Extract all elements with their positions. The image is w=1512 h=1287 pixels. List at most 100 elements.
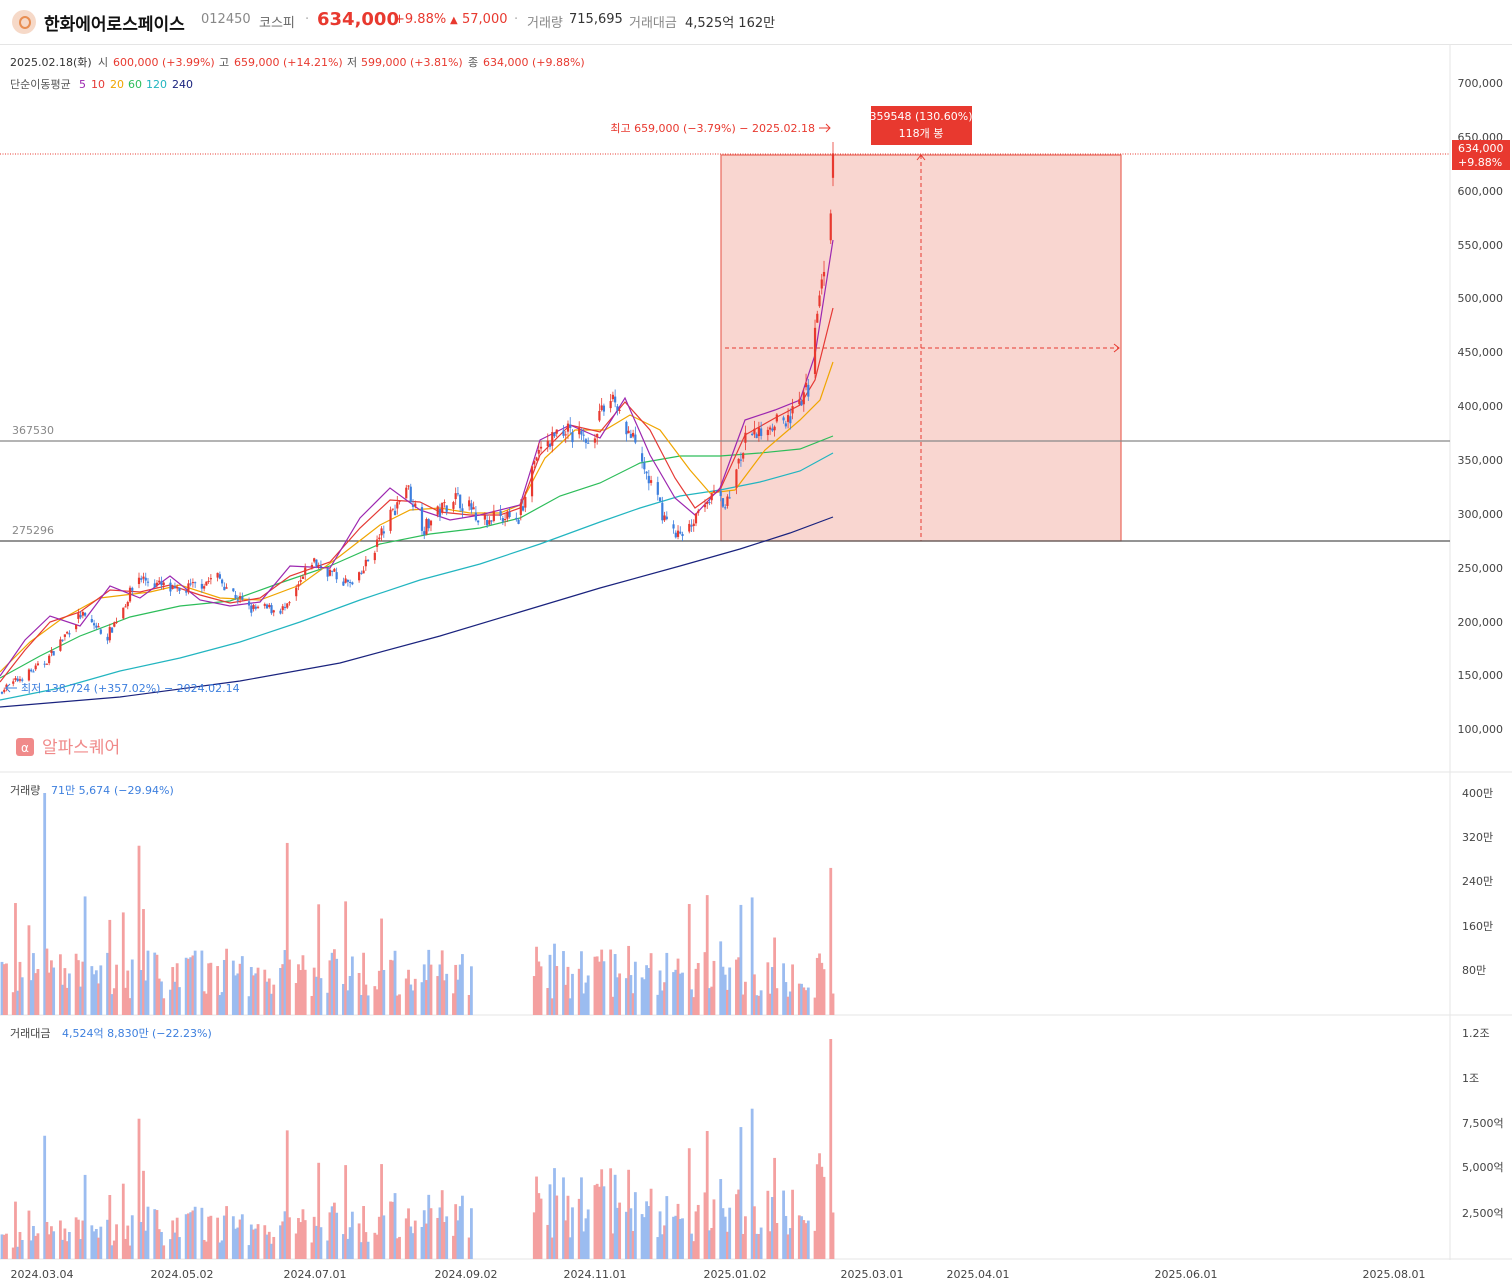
volume-bar xyxy=(429,964,433,1015)
candle-body xyxy=(407,485,410,487)
candle-body xyxy=(640,453,644,462)
candle-body xyxy=(519,503,522,515)
candle-body xyxy=(822,271,826,277)
volume-bar xyxy=(786,996,790,1015)
candle-body xyxy=(737,458,740,464)
candle-body xyxy=(405,487,408,499)
volume-bar xyxy=(759,990,763,1015)
candle-body xyxy=(427,519,430,529)
volume-bar xyxy=(750,897,754,1015)
candle-body xyxy=(429,520,433,526)
volume-bar xyxy=(757,995,761,1015)
amount-bar xyxy=(63,1228,67,1259)
volume-bar xyxy=(299,970,303,1015)
amount-bar xyxy=(202,1239,206,1259)
volume-bars xyxy=(0,793,835,1015)
volume-bar xyxy=(193,950,197,1015)
amount-bar xyxy=(739,1127,743,1259)
amount-bar xyxy=(802,1220,806,1259)
candlestick-series xyxy=(0,141,835,695)
volume-bar xyxy=(52,967,56,1015)
volume-bar xyxy=(187,958,190,1015)
candle-body xyxy=(569,424,572,428)
ma-legend-240[interactable]: 240 xyxy=(172,78,193,91)
volume-bar xyxy=(380,918,383,1015)
candle-body xyxy=(34,665,37,670)
candle-body xyxy=(829,213,832,241)
volume-bar xyxy=(629,975,633,1015)
volume-bar xyxy=(768,993,772,1015)
candle-body xyxy=(533,461,536,465)
candle-body xyxy=(393,510,397,516)
price-tick: 350,000 xyxy=(1458,454,1504,467)
amount-bar xyxy=(411,1233,415,1259)
amount-bar xyxy=(220,1240,224,1259)
amount-bar xyxy=(458,1206,462,1259)
price-tick: 100,000 xyxy=(1458,723,1504,736)
volume-bar xyxy=(341,983,345,1015)
volume-bar xyxy=(61,984,65,1015)
current-price: 634,000 xyxy=(317,9,399,30)
candle-body xyxy=(95,625,98,628)
ma-legend-60[interactable]: 60 xyxy=(128,78,142,91)
candle-body xyxy=(115,622,118,624)
amount-bar xyxy=(36,1233,40,1259)
volume-bar xyxy=(467,994,471,1015)
candle-body xyxy=(238,596,242,599)
candle-body xyxy=(537,449,540,454)
volume-bar xyxy=(647,967,651,1015)
candle-body xyxy=(548,443,552,447)
candle-body xyxy=(232,588,235,592)
ma-legend-10[interactable]: 10 xyxy=(91,78,105,91)
candle-body xyxy=(375,539,379,547)
candle-body xyxy=(110,627,114,633)
candle-body xyxy=(438,508,442,517)
amount-bar xyxy=(155,1210,159,1259)
amount-bar xyxy=(187,1213,190,1259)
amount-label: 거래대금 xyxy=(629,16,677,31)
candle-body xyxy=(191,582,195,584)
candle-body xyxy=(688,523,691,532)
stock-name[interactable]: 한화에어로스페이스 xyxy=(44,15,185,35)
volume-bar xyxy=(110,994,114,1015)
ma-legend-120[interactable]: 120 xyxy=(146,78,167,91)
candle-body xyxy=(627,430,630,434)
ma-120-line xyxy=(0,452,834,701)
candle-body xyxy=(706,501,709,505)
candle-body xyxy=(584,439,588,443)
amount-bar xyxy=(382,1215,386,1259)
min-arrow-icon xyxy=(5,683,17,693)
volume-bar xyxy=(456,979,460,1015)
volume-bar xyxy=(20,977,24,1015)
volume-bar xyxy=(207,963,211,1015)
price-tick: 700,000 xyxy=(1458,77,1504,90)
amount-panel-label: 거래대금 xyxy=(10,1027,50,1040)
candle-body xyxy=(564,434,567,436)
candle-body xyxy=(676,530,680,537)
ma-legend-20[interactable]: 20 xyxy=(110,78,124,91)
candle-body xyxy=(364,559,367,567)
chart-area[interactable]: 2025.02.18(화) 시 600,000 (+3.99%) 고 659,0… xyxy=(0,44,1512,1287)
ma-legend-5[interactable]: 5 xyxy=(79,78,86,91)
volume-bar xyxy=(81,961,85,1015)
min-annotation: 최저 138,724 (+357.02%) − 2024.02.14 xyxy=(21,682,240,695)
amount-bar xyxy=(640,1214,644,1259)
candle-body xyxy=(690,525,693,527)
high-label: 고 xyxy=(219,56,229,69)
volume-bar xyxy=(99,965,103,1015)
candle-body xyxy=(587,442,590,444)
amount-bar xyxy=(647,1206,651,1259)
candle-body xyxy=(281,606,284,611)
volume-bar xyxy=(65,987,69,1015)
amount-bar xyxy=(184,1214,188,1259)
volume-bar xyxy=(656,994,660,1015)
amount-bar xyxy=(598,1186,601,1259)
candle-body xyxy=(81,612,84,616)
volume-bar xyxy=(97,983,100,1015)
volume-bar xyxy=(142,909,145,1015)
candle-body xyxy=(600,405,603,411)
candle-body xyxy=(108,627,111,641)
volume-bar xyxy=(34,973,38,1015)
volume-bar xyxy=(407,969,410,1015)
amount-bar xyxy=(615,1207,619,1259)
